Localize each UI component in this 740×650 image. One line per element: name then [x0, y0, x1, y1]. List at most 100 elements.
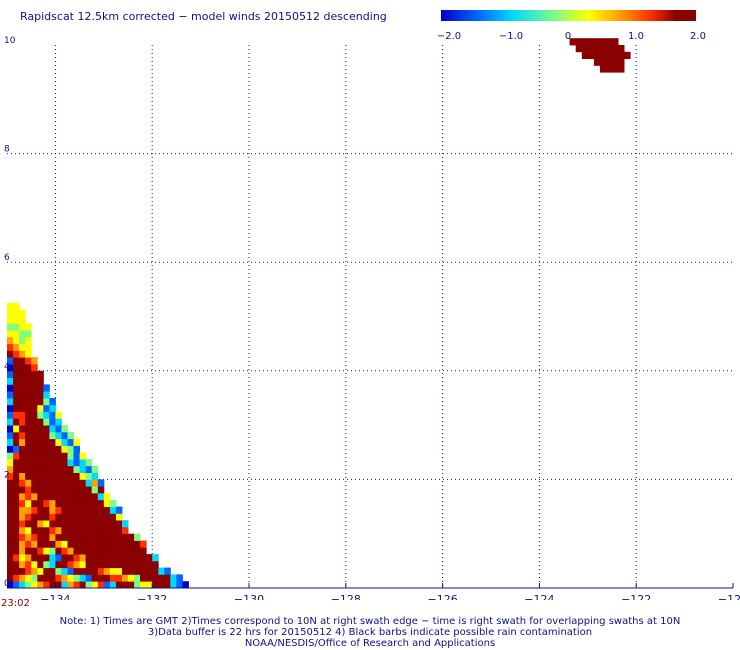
wind-cell — [19, 540, 26, 548]
wind-cell — [37, 506, 44, 514]
wind-cell — [37, 411, 44, 419]
wind-cell — [605, 38, 613, 46]
wind-cell — [109, 574, 117, 582]
wind-cell — [61, 452, 68, 460]
wind-cell — [19, 357, 26, 365]
wind-cell — [7, 526, 14, 535]
wind-cell — [43, 431, 50, 440]
wind-cell — [85, 567, 93, 575]
wind-cell — [91, 520, 99, 528]
wind-cell — [37, 431, 44, 440]
wind-cell — [73, 479, 80, 487]
wind-cell — [115, 560, 123, 569]
wind-cell — [55, 554, 62, 562]
wind-cell — [43, 486, 50, 494]
wind-cell — [7, 567, 14, 575]
wind-cell — [31, 445, 38, 453]
wind-cell — [176, 574, 183, 582]
wind-cell — [43, 506, 50, 514]
wind-cell — [85, 493, 93, 501]
wind-cell — [43, 384, 50, 392]
wind-cell — [140, 540, 147, 548]
wind-cell — [85, 574, 93, 582]
wind-cell — [13, 302, 20, 311]
wind-cell — [128, 567, 135, 575]
wind-cell — [67, 493, 74, 501]
wind-cell — [91, 560, 99, 569]
wind-cell — [55, 506, 62, 514]
wind-cell — [49, 547, 56, 555]
wind-cell — [103, 560, 111, 569]
wind-cell — [19, 316, 26, 324]
wind-cell — [79, 526, 87, 535]
wind-cell — [140, 581, 147, 589]
wind-cell — [25, 506, 32, 514]
wind-cell — [103, 581, 111, 589]
wind-cell — [25, 398, 32, 406]
wind-cell — [25, 533, 32, 541]
wind-cell — [13, 472, 20, 480]
wind-cell — [13, 452, 20, 460]
wind-cell — [7, 540, 14, 548]
wind-cell — [97, 574, 105, 582]
wind-cell — [109, 520, 117, 528]
wind-cell — [13, 384, 20, 392]
wind-cell — [19, 377, 26, 385]
wind-cell — [67, 452, 74, 460]
wind-cell — [122, 520, 129, 528]
wind-cell — [7, 370, 14, 378]
wind-cell — [61, 472, 68, 480]
wind-cell — [49, 445, 56, 453]
wind-cell — [85, 465, 93, 473]
wind-cell — [91, 479, 99, 487]
wind-cell — [31, 560, 38, 569]
wind-cell — [31, 499, 38, 507]
wind-cell — [25, 526, 32, 535]
wind-cell — [37, 493, 44, 501]
wind-cell — [49, 493, 56, 501]
wind-cell — [103, 513, 111, 521]
wind-cell — [37, 499, 44, 507]
wind-cell — [13, 493, 20, 501]
wind-cell — [13, 343, 20, 351]
wind-cell — [85, 513, 93, 521]
wind-cell — [103, 493, 111, 501]
wind-cell — [13, 418, 20, 426]
wind-cell — [13, 438, 20, 446]
wind-cell — [55, 418, 62, 426]
wind-cell — [7, 343, 14, 351]
wind-cell — [25, 418, 32, 426]
wind-cell — [37, 520, 44, 528]
wind-cell — [19, 533, 26, 541]
wind-cell — [97, 567, 105, 575]
wind-cell — [85, 540, 93, 548]
wind-cell — [103, 506, 111, 514]
wind-cell — [25, 452, 32, 460]
wind-cell — [37, 391, 44, 399]
map-title: Rapidscat 12.5km corrected − model winds… — [20, 10, 387, 23]
wind-cell — [134, 581, 141, 589]
wind-cell — [49, 459, 56, 467]
wind-cell — [55, 526, 62, 535]
wind-cell — [31, 425, 38, 433]
x-tick-label: −134 — [40, 593, 70, 600]
wind-cell — [158, 574, 165, 582]
wind-cell — [115, 554, 123, 562]
wind-cell — [43, 547, 50, 555]
wind-cell — [13, 364, 20, 372]
wind-cell — [599, 38, 607, 46]
wind-cell — [37, 581, 44, 589]
wind-cell — [79, 520, 87, 528]
wind-cell — [152, 554, 159, 562]
y-tick-label: 10 — [4, 36, 16, 46]
wind-cell — [122, 533, 129, 541]
wind-cell — [61, 533, 68, 541]
footer-note-line-2: 3)Data buffer is 22 hrs for 20150512 4) … — [147, 627, 593, 638]
wind-cell — [55, 459, 62, 467]
wind-cell — [43, 560, 50, 569]
wind-cell — [67, 479, 74, 487]
wind-cell — [91, 533, 99, 541]
wind-cell — [37, 574, 44, 582]
wind-cell — [152, 581, 159, 589]
wind-cell — [49, 506, 56, 514]
